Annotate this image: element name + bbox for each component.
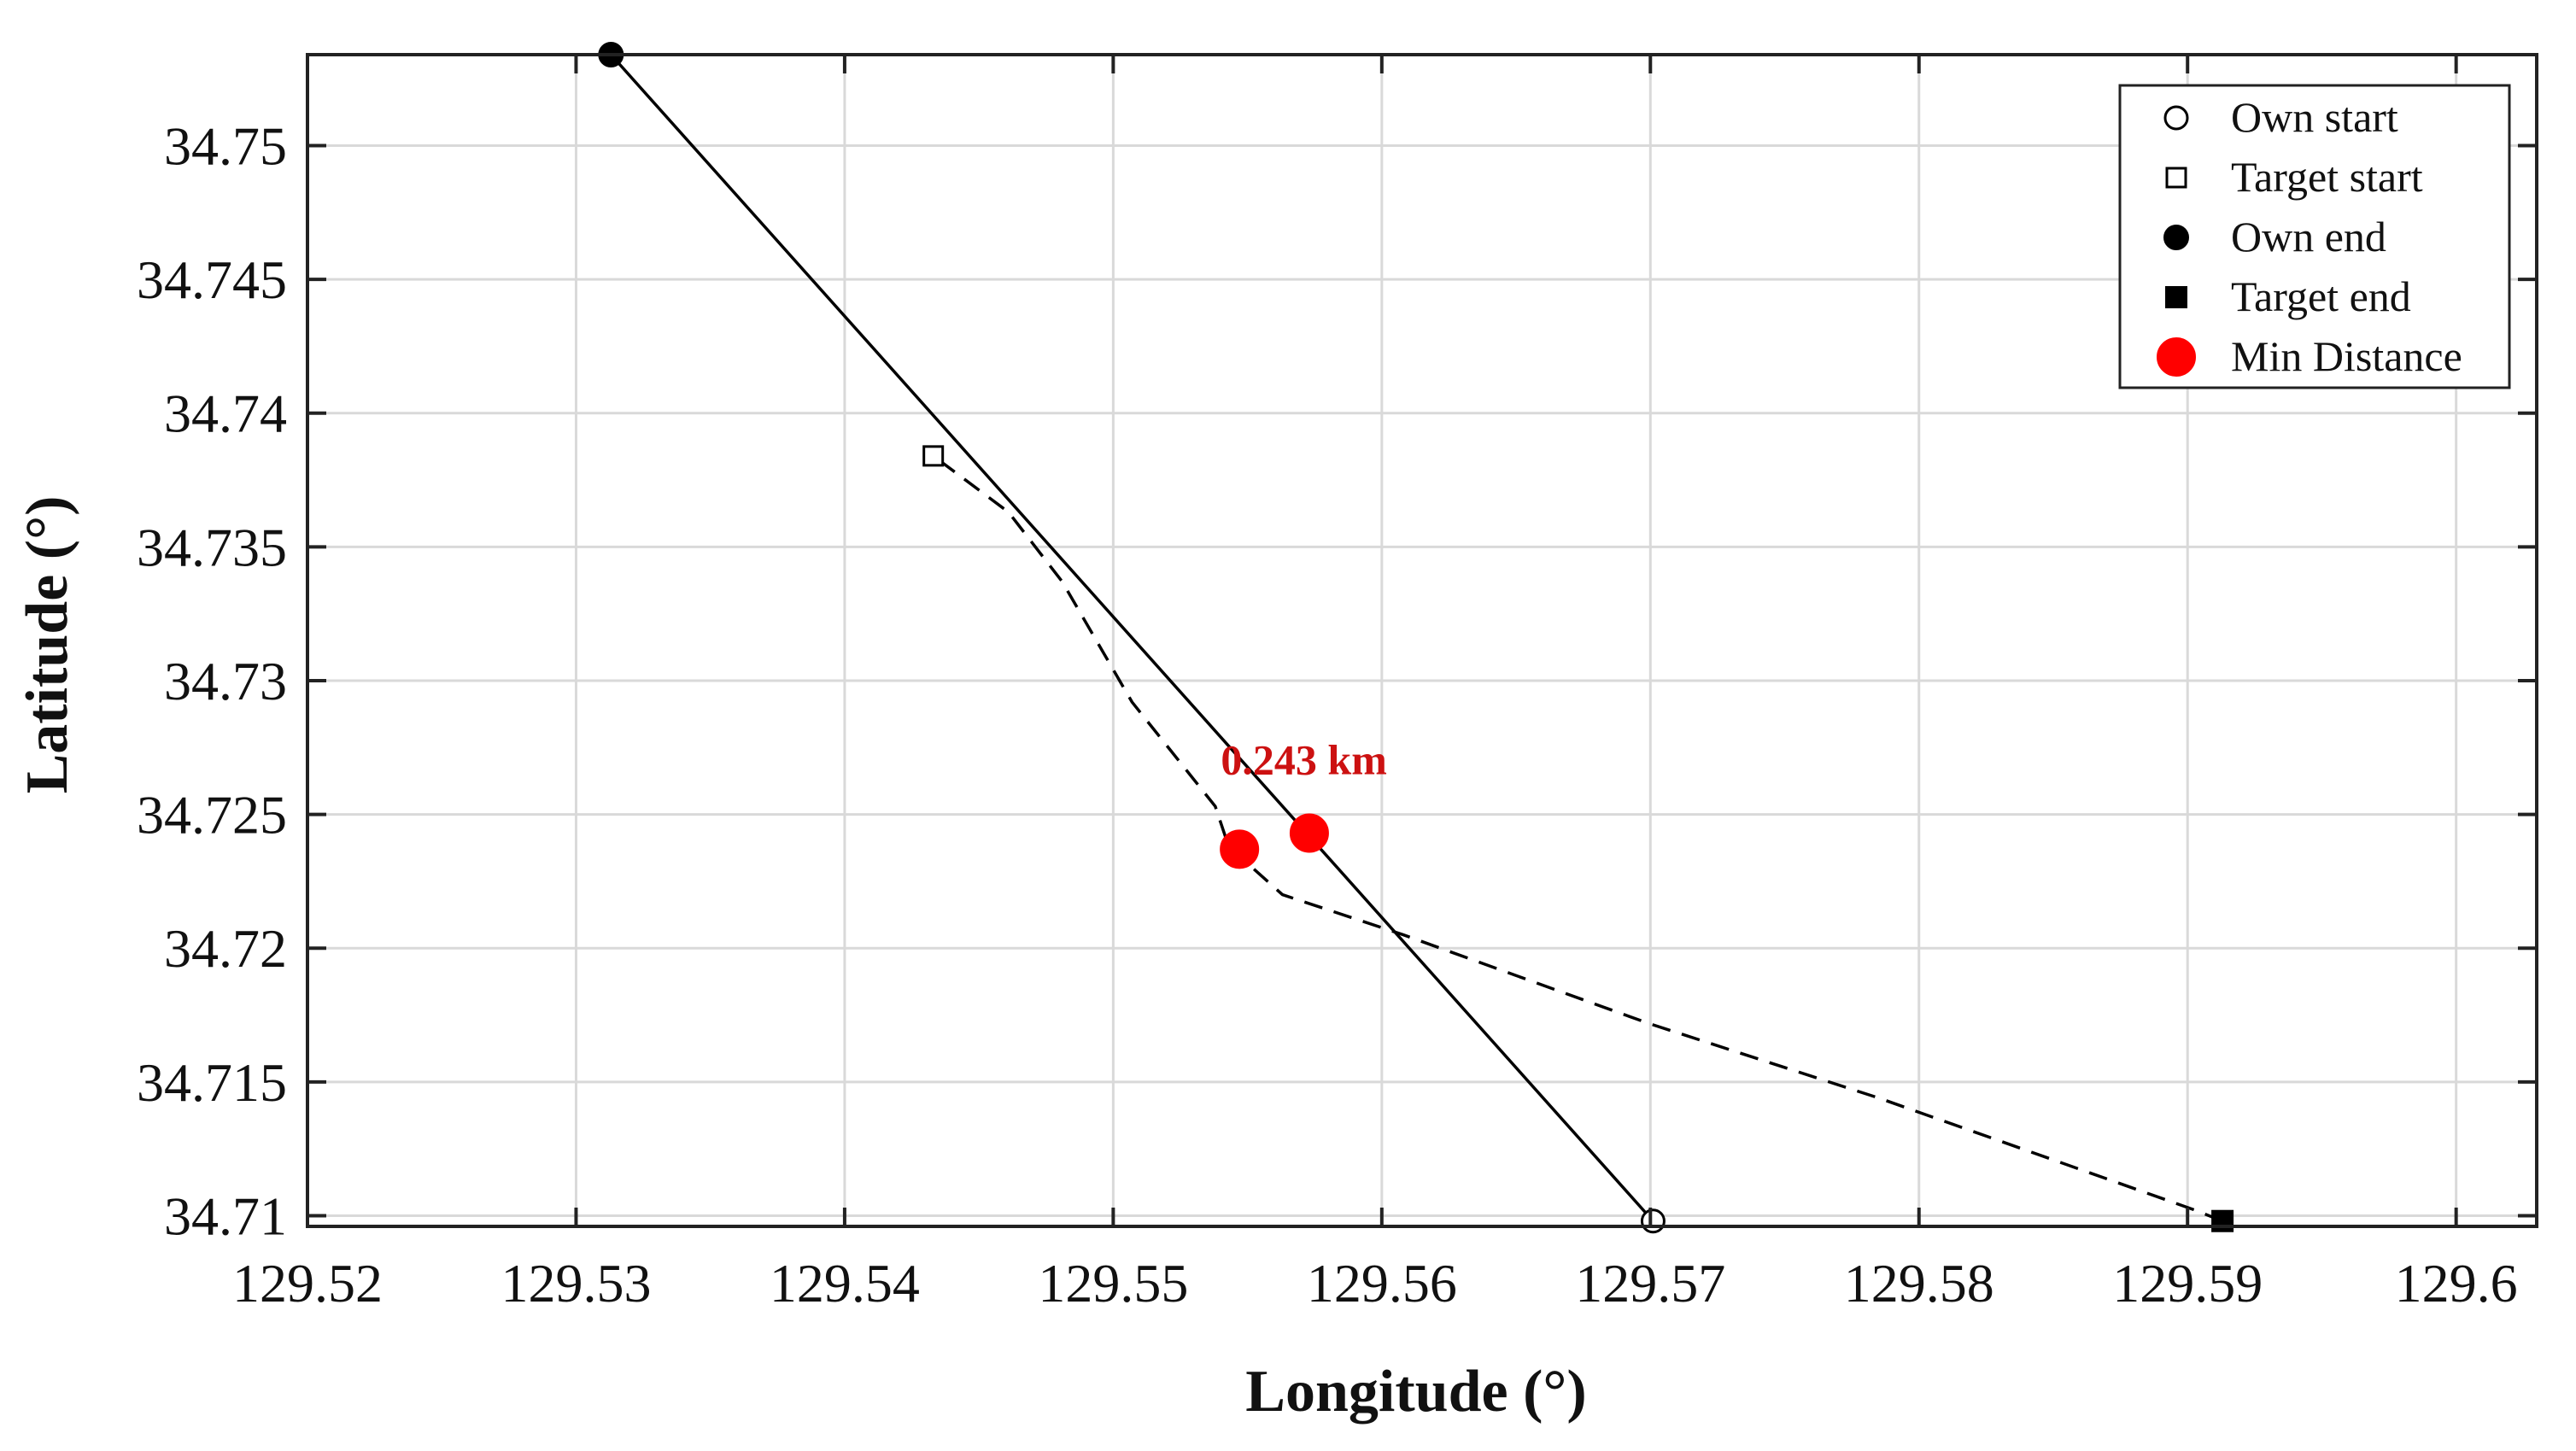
target-start-marker: [922, 445, 945, 467]
y-tick-label: 34.72: [164, 918, 287, 979]
annotations: 0.243 km: [1221, 736, 1386, 784]
y-tick-label: 34.74: [164, 383, 287, 444]
min-distance-marker: [1289, 813, 1329, 853]
plot-frame: [306, 53, 2538, 1228]
x-tick-label: 129.55: [1038, 1253, 1188, 1314]
own-start-marker: [1640, 1208, 1666, 1234]
y-axis-title: Latitude (°): [15, 496, 80, 794]
legend-item-own-start-label: Own start: [2231, 93, 2398, 141]
trajectory-lines: [610, 53, 2223, 1223]
x-tick-label: 129.59: [2112, 1253, 2263, 1314]
x-tick-label: 129.6: [2395, 1253, 2518, 1314]
y-tick-label: 34.71: [164, 1185, 287, 1246]
y-tick-label: 34.725: [137, 785, 287, 845]
own-trajectory-line: [610, 53, 1654, 1222]
legend-item-min-distance-label: Min Distance: [2231, 332, 2462, 380]
min-distance-label: 0.243 km: [1221, 736, 1386, 784]
x-tick-label: 129.58: [1844, 1253, 1994, 1314]
target-trajectory-line: [932, 454, 2223, 1223]
min-distance-marker: [1220, 829, 1260, 869]
legend: Own start Target start Own end Target end Mi…: [2118, 84, 2511, 389]
legend-item-min-distance-symbol: [2157, 337, 2196, 377]
y-tick-label: 34.73: [164, 651, 287, 711]
x-tick-label: 129.57: [1575, 1253, 1725, 1314]
legend-item-target-end-label: Target end: [2231, 272, 2411, 320]
axes-frame: [306, 53, 2538, 1228]
x-tick-label: 129.53: [501, 1253, 651, 1314]
x-tick-label: 129.56: [1307, 1253, 1457, 1314]
legend-item-target-end-symbol: [2165, 286, 2187, 308]
grid: [306, 55, 2537, 1226]
x-tick-label: 129.52: [232, 1253, 383, 1314]
y-tick-label: 34.75: [164, 116, 287, 177]
y-tick-label: 34.745: [137, 249, 287, 310]
legend-item-own-end-label: Own end: [2231, 213, 2386, 260]
legend-item-target-start-label: Target start: [2231, 153, 2423, 201]
legend-item-own-end-symbol: [2163, 225, 2189, 250]
y-tick-label: 34.715: [137, 1052, 287, 1113]
tick-labels: 129.52 129.53 129.54 129.55 129.56 129.57 129.…: [137, 116, 2518, 1314]
legend-item-target-start-symbol: [2165, 167, 2187, 189]
legend-item-own-start-symbol: [2163, 105, 2189, 131]
target-end-marker: [2211, 1209, 2234, 1232]
y-tick-label: 34.735: [137, 517, 287, 577]
x-axis-title: Longitude (°): [1245, 1359, 1586, 1425]
x-tick-label: 129.54: [770, 1253, 920, 1314]
